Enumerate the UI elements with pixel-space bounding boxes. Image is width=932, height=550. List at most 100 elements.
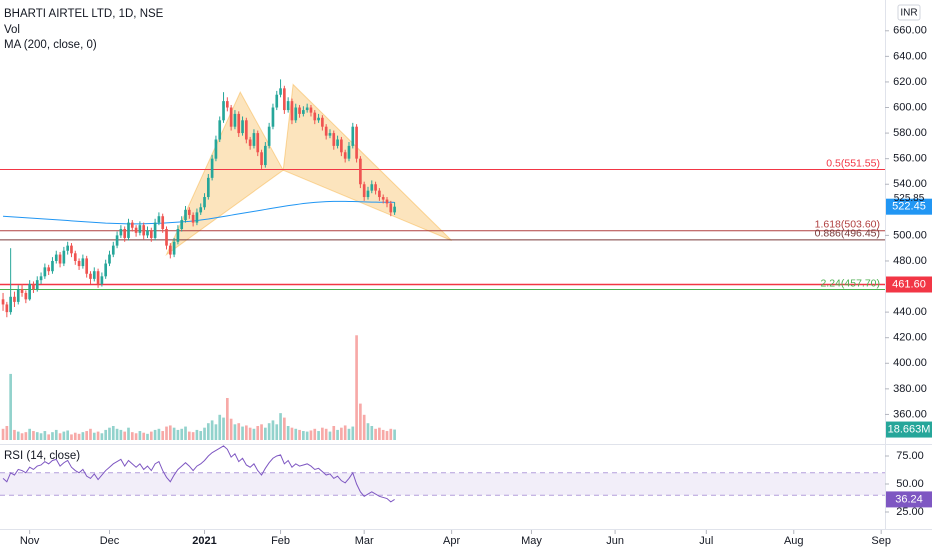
candle-body xyxy=(153,222,157,238)
volume-bar xyxy=(165,426,168,440)
volume-bar xyxy=(149,431,153,440)
x-tick-label: Apr xyxy=(443,535,460,547)
y-tick-label: 620.00 xyxy=(893,76,927,88)
candle-body xyxy=(313,112,317,121)
currency: INR xyxy=(900,8,917,19)
candle-body xyxy=(362,184,366,198)
candle-body xyxy=(264,145,267,166)
candle-body xyxy=(89,273,92,279)
volume-bar xyxy=(279,413,282,440)
x-tick-label: Feb xyxy=(271,535,290,547)
candle-body xyxy=(180,220,184,229)
candle-body xyxy=(214,139,218,159)
candle-body xyxy=(195,212,199,223)
volume-bar xyxy=(389,428,393,440)
volume-bar xyxy=(176,429,180,440)
candle-body xyxy=(393,206,396,213)
candle-body xyxy=(28,283,31,300)
candle-body xyxy=(351,126,355,146)
candle-body xyxy=(381,197,385,200)
volume-bar xyxy=(286,426,290,440)
candle-body xyxy=(134,227,138,233)
volume-bar xyxy=(328,431,332,440)
candle-body xyxy=(206,177,210,198)
candle-body xyxy=(146,230,149,236)
rsi-band xyxy=(0,472,885,496)
volume-bar xyxy=(214,424,218,440)
candle-body xyxy=(96,271,100,284)
volume-bar xyxy=(187,431,191,440)
volume-bar xyxy=(89,428,92,440)
volume-bar xyxy=(229,418,233,440)
volume-bar xyxy=(332,426,336,440)
candle-body xyxy=(248,139,252,146)
plot-layer: 660.00 640.00 620.00 600.00 580.00 560.00 540.… xyxy=(0,25,932,547)
candle-body xyxy=(77,260,81,267)
y-tick-label: 400.00 xyxy=(893,357,927,369)
volume-bar xyxy=(317,431,320,440)
volume-bar xyxy=(161,431,165,440)
candle-body xyxy=(157,216,161,223)
price-badge xyxy=(886,198,932,215)
candle-body xyxy=(108,254,111,264)
candle-body xyxy=(16,289,20,302)
volume-bar xyxy=(355,335,358,440)
volume-bar xyxy=(138,431,142,440)
volume-bar xyxy=(32,431,35,440)
candle-body xyxy=(328,133,332,136)
candle-body xyxy=(138,225,142,233)
volume-bar xyxy=(85,431,89,440)
volume-bar xyxy=(168,425,172,440)
candle-body xyxy=(317,117,320,121)
candle-body xyxy=(32,283,35,290)
candle-body xyxy=(9,296,12,313)
y-tick-label: 500.00 xyxy=(893,229,927,241)
candle-body xyxy=(275,94,279,108)
volume-bar xyxy=(180,428,184,440)
candle-body xyxy=(389,203,393,213)
volume-bar xyxy=(309,430,313,440)
x-tick-label: Dec xyxy=(100,535,120,547)
volume-bar xyxy=(96,431,100,440)
y-tick-label: 480.00 xyxy=(893,255,927,267)
candle-body xyxy=(218,120,222,140)
level-badge-label: 461.60 xyxy=(892,278,926,290)
volume-bar xyxy=(5,426,9,440)
candle-body xyxy=(260,152,263,166)
volume-bar xyxy=(146,433,149,440)
candle-body xyxy=(111,245,115,255)
candle-body xyxy=(359,158,362,185)
candle-body xyxy=(286,101,290,111)
candle-body xyxy=(378,190,381,198)
volume-bar xyxy=(393,429,396,440)
volume-bar xyxy=(191,432,195,440)
volume-bar xyxy=(77,433,81,440)
candle-body xyxy=(241,120,244,134)
volume-bar xyxy=(290,427,294,440)
y-tick-label: 580.00 xyxy=(893,127,927,139)
volume-bar xyxy=(111,426,115,440)
ma-line xyxy=(3,200,395,225)
volume-bar xyxy=(233,424,237,440)
candle-body xyxy=(321,117,324,127)
candle-body xyxy=(54,254,58,261)
volume-bar xyxy=(100,433,104,440)
volume-bar xyxy=(51,432,54,440)
candle-body xyxy=(43,267,47,277)
candle-body xyxy=(210,158,214,178)
volume-bar xyxy=(58,433,62,440)
volume-bar xyxy=(283,417,286,440)
currency-box[interactable] xyxy=(897,4,921,21)
candle-body xyxy=(222,101,225,121)
candle-body xyxy=(305,107,309,111)
candle-body xyxy=(92,271,96,279)
volume-bar xyxy=(351,426,355,440)
candle-body xyxy=(191,214,195,223)
y-tick-label: 560.00 xyxy=(893,153,927,165)
volume-bar xyxy=(153,429,157,440)
volume-bar xyxy=(92,432,96,440)
candle-body xyxy=(267,126,271,146)
volume-bar xyxy=(47,434,50,440)
